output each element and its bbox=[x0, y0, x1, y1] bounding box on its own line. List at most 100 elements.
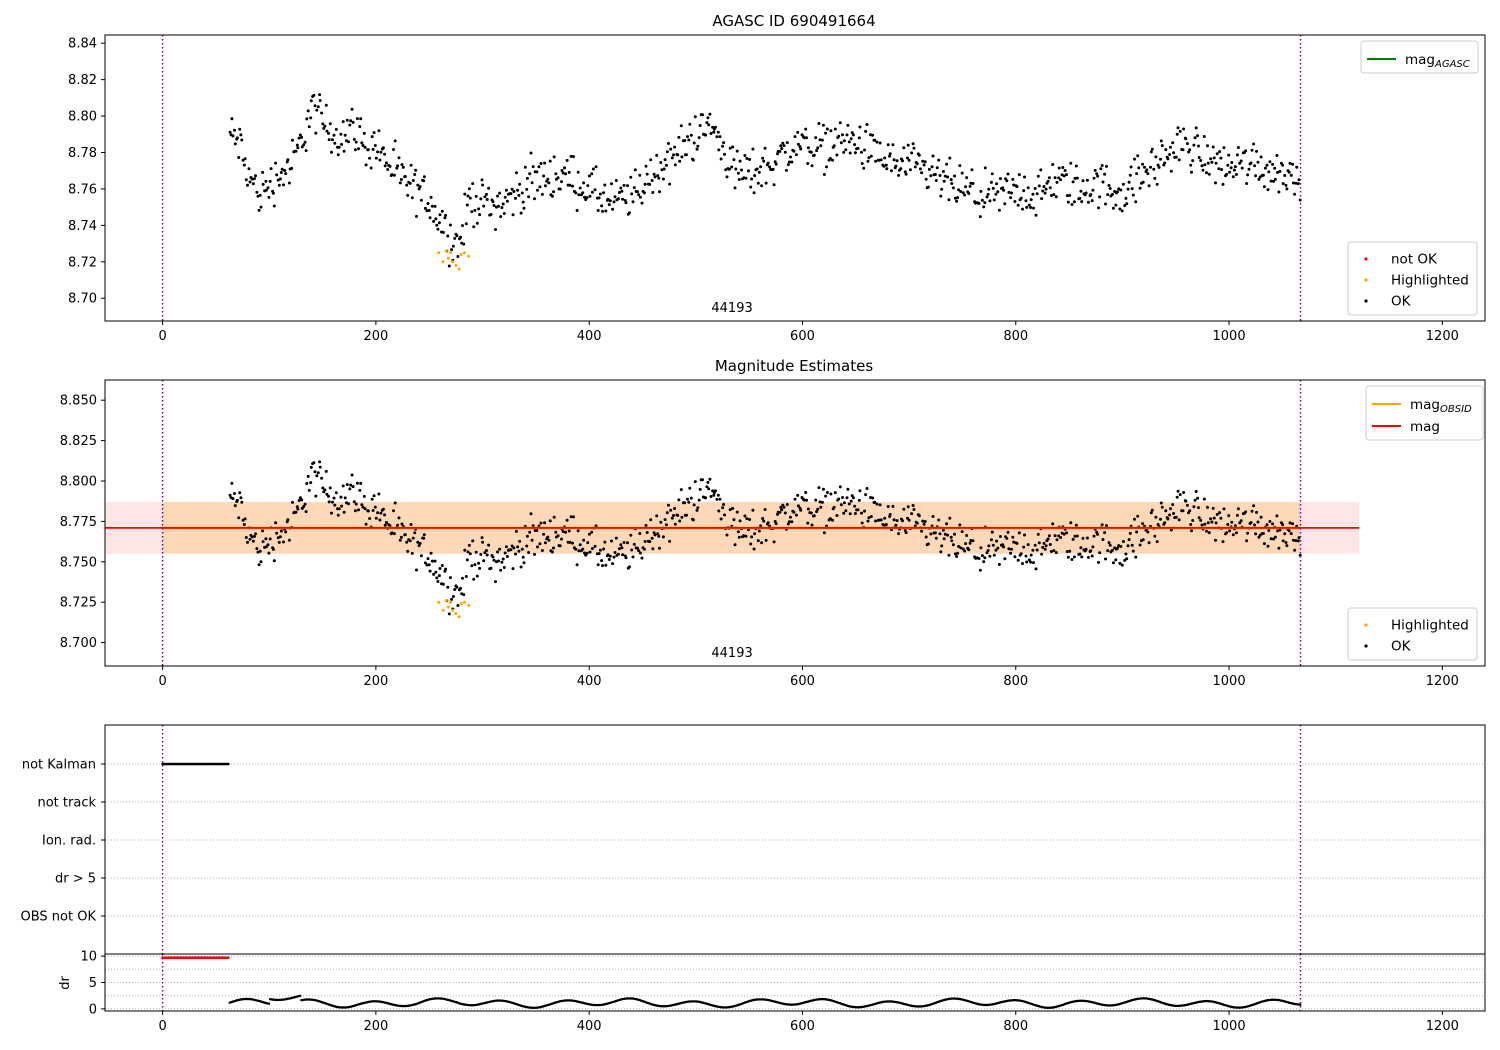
ok-point bbox=[915, 162, 919, 166]
ok-point bbox=[1206, 161, 1210, 165]
ok-point bbox=[237, 516, 241, 520]
ok-point bbox=[519, 211, 523, 215]
ok-point bbox=[611, 562, 615, 566]
ok-point bbox=[969, 181, 973, 185]
ok-point bbox=[588, 550, 592, 554]
ok-point bbox=[678, 159, 682, 163]
ok-point bbox=[268, 179, 272, 183]
ok-point bbox=[1074, 523, 1078, 527]
ok-point bbox=[849, 499, 853, 503]
ok-point bbox=[838, 121, 842, 125]
ok-point bbox=[781, 141, 785, 145]
ok-point bbox=[1293, 548, 1297, 552]
ok-point bbox=[789, 515, 792, 519]
ok-point bbox=[980, 554, 984, 558]
ok-point bbox=[340, 142, 344, 146]
ok-point bbox=[496, 194, 499, 198]
ok-point bbox=[698, 124, 702, 127]
ok-point bbox=[333, 141, 337, 145]
x-tick-label: 1000 bbox=[1213, 329, 1246, 344]
ok-point bbox=[842, 501, 846, 505]
ok-point bbox=[297, 136, 301, 140]
ok-point bbox=[683, 501, 687, 505]
ok-point bbox=[897, 173, 901, 177]
ok-point bbox=[489, 566, 493, 570]
ok-point bbox=[1055, 538, 1059, 542]
ok-point bbox=[860, 521, 864, 525]
ok-point bbox=[1119, 545, 1123, 548]
ok-point bbox=[1127, 180, 1131, 184]
ok-point bbox=[429, 551, 433, 555]
ok-point bbox=[535, 170, 539, 174]
ok-point bbox=[1194, 126, 1198, 130]
ok-point bbox=[897, 532, 901, 536]
ok-point bbox=[341, 120, 345, 124]
ok-point bbox=[1079, 189, 1083, 193]
ok-point bbox=[940, 544, 944, 548]
ok-point bbox=[279, 171, 283, 174]
ok-point bbox=[935, 166, 939, 170]
ok-point bbox=[302, 143, 306, 147]
ok-point bbox=[1276, 529, 1280, 533]
ok-point bbox=[717, 148, 721, 152]
ok-point bbox=[851, 133, 855, 137]
ok-point bbox=[355, 117, 359, 121]
ok-point bbox=[620, 189, 624, 193]
ok-point bbox=[354, 502, 358, 506]
ok-point bbox=[429, 195, 433, 199]
ok-point bbox=[362, 494, 366, 498]
ok-point bbox=[636, 190, 639, 194]
ok-point bbox=[709, 495, 713, 498]
ok-point bbox=[959, 546, 963, 550]
ok-point bbox=[705, 485, 709, 489]
x-tick-label: 600 bbox=[790, 674, 815, 689]
ok-point bbox=[1205, 529, 1208, 533]
ok-point bbox=[776, 152, 779, 156]
ok-point bbox=[550, 550, 554, 554]
ok-point bbox=[1239, 159, 1243, 163]
ok-point bbox=[712, 493, 716, 497]
ok-point bbox=[884, 523, 888, 526]
ok-point bbox=[591, 167, 595, 171]
ok-point bbox=[1126, 187, 1130, 191]
ok-point bbox=[1275, 154, 1279, 157]
plot-frame bbox=[104, 34, 1486, 322]
ok-point bbox=[732, 158, 736, 162]
ok-point bbox=[853, 151, 857, 155]
ok-point bbox=[853, 143, 857, 147]
ok-point bbox=[1079, 546, 1083, 550]
ok-point bbox=[569, 154, 573, 158]
ok-point bbox=[1062, 532, 1066, 536]
ok-point bbox=[1065, 194, 1069, 198]
ok-point bbox=[865, 487, 869, 490]
ok-point bbox=[348, 487, 352, 491]
ok-point bbox=[230, 117, 234, 121]
ok-point bbox=[1197, 506, 1200, 510]
ok-point bbox=[400, 163, 404, 167]
ok-point bbox=[1124, 552, 1128, 556]
ok-point bbox=[717, 509, 721, 513]
ok-point bbox=[995, 182, 999, 186]
ok-point bbox=[1164, 148, 1168, 152]
ok-point bbox=[821, 123, 825, 127]
ok-point bbox=[433, 204, 437, 208]
ok-point bbox=[1052, 193, 1056, 197]
ok-point bbox=[461, 576, 464, 580]
ok-point bbox=[689, 496, 693, 500]
ok-point bbox=[473, 208, 477, 212]
ok-point bbox=[806, 521, 810, 525]
ok-point bbox=[554, 530, 558, 534]
ok-point bbox=[1147, 184, 1151, 188]
ok-point bbox=[397, 156, 401, 160]
ok-point bbox=[417, 187, 421, 191]
ok-point bbox=[286, 158, 290, 162]
ok-point bbox=[277, 540, 281, 544]
ok-point bbox=[282, 183, 285, 187]
ok-point bbox=[614, 179, 618, 182]
ok-point bbox=[1091, 188, 1095, 192]
ok-point bbox=[818, 500, 822, 504]
ok-point bbox=[1032, 206, 1035, 210]
ok-point bbox=[873, 500, 877, 504]
ok-point bbox=[231, 497, 235, 501]
ok-point bbox=[510, 544, 514, 548]
